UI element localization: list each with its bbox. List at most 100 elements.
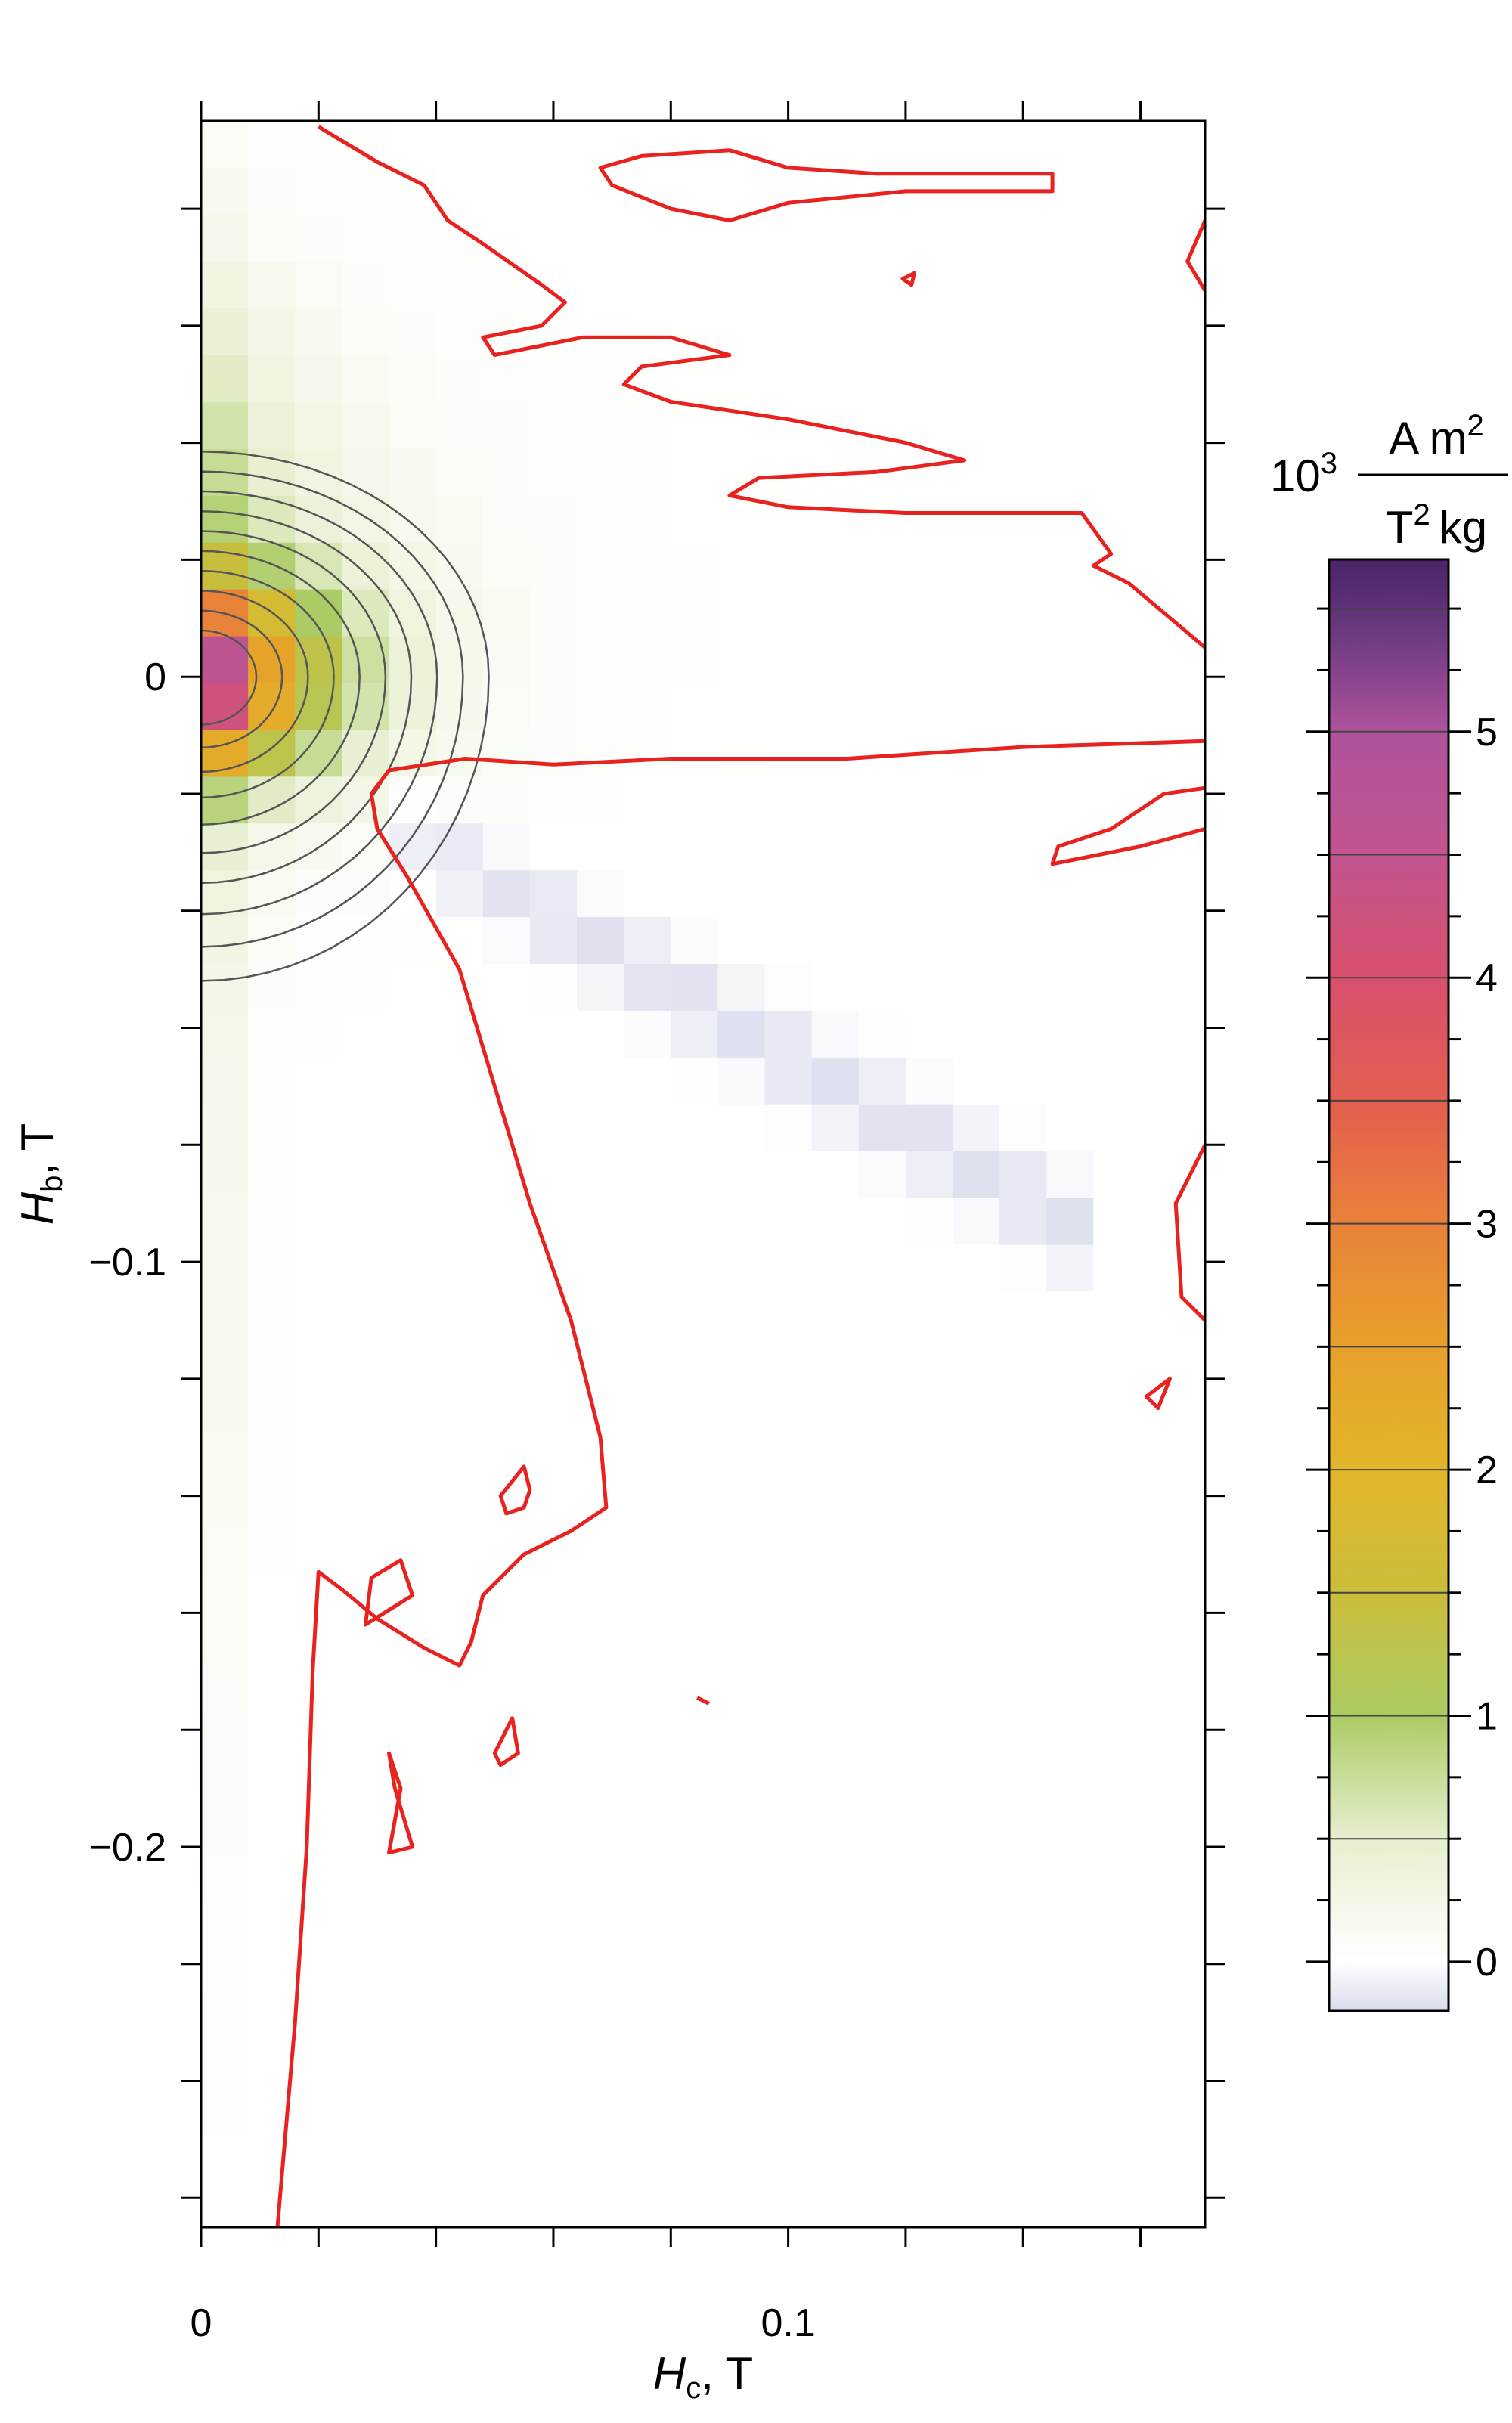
heatmap-cell [529,916,578,964]
heatmap-cell [389,308,437,356]
heatmap-cell [342,1151,390,1198]
heatmap-cell [577,2180,624,2227]
heatmap-cell [624,448,671,496]
heatmap-cell [717,2133,766,2181]
heatmap-cell [435,729,484,777]
heatmap-cell [953,308,1000,356]
heatmap-cell [671,1384,718,1433]
heatmap-cell [1187,729,1205,777]
colorbar-tick-label: 5 [1476,711,1498,754]
heatmap-cell [435,1525,484,1572]
heatmap-cell [577,2087,624,2134]
heatmap-cell [529,261,578,309]
heatmap-cell [482,1057,531,1105]
zero-contour-line [1173,1144,1205,1322]
heatmap-cell [1093,1244,1142,1292]
heatmap-cell [1187,1572,1205,1619]
heatmap-cell [435,1993,484,2040]
heatmap-cell [905,776,953,824]
heatmap-cell [953,1244,1000,1292]
gray-contour-line [201,550,361,826]
heatmap-cell [858,869,906,918]
heatmap-cell [1140,869,1188,918]
heatmap-cell [811,823,860,871]
heatmap-cell [764,2180,813,2227]
heatmap-cell [1140,2133,1188,2181]
heatmap-cell [764,1291,813,1339]
heatmap-cell [1187,1758,1205,1807]
heatmap-cell [671,1198,718,1245]
heatmap-cell [624,1665,671,1713]
heatmap-cell [1187,869,1205,918]
heatmap-cell [529,2133,578,2181]
heatmap-cell [482,2133,531,2181]
heatmap-cell [953,1665,1000,1713]
heatmap-cell [295,495,342,543]
heatmap-cell [1140,1899,1188,1947]
heatmap-cell [717,963,766,1011]
heatmap-cell [248,1198,296,1245]
heatmap-cell [1093,167,1142,215]
heatmap-cell [953,1993,1000,2040]
heatmap-cell [295,1946,342,1994]
heatmap-cell [671,2133,718,2181]
heatmap-cell [1093,1198,1142,1245]
heatmap-cell [1093,1431,1142,1479]
heatmap-cell [389,1151,437,1198]
heatmap-cell [482,261,531,309]
gray-contour-line [201,609,284,749]
heatmap-cell [671,1057,718,1105]
heatmap-cell [1046,355,1094,403]
heatmap-cell [717,1525,766,1572]
heatmap-cell [1140,1852,1188,1901]
gray-contour-line [201,450,490,982]
heatmap-cell [953,261,1000,309]
heatmap-cell [482,776,531,824]
heatmap-cell [624,1525,671,1572]
y-axis-label: Hb, T [12,1123,69,1225]
heatmap-cell [717,1431,766,1479]
heatmap-cell [999,1478,1047,1526]
heatmap-cell [529,167,578,215]
heatmap-cell [577,1665,624,1713]
heatmap-cell [529,1758,578,1807]
gray-contour-line [201,490,438,916]
heatmap-cell [248,1337,296,1386]
heatmap-cell [671,1758,718,1807]
heatmap-cell [858,963,906,1011]
colorbar-tick-label: 0 [1476,1941,1498,1985]
heatmap-cell [905,1478,953,1526]
heatmap-cell [1187,1010,1205,1058]
heatmap-cell [1140,1665,1188,1713]
heatmap-cell [717,495,766,543]
heatmap-cell [482,1619,531,1666]
heatmap-cell [529,1665,578,1713]
heatmap-cell [811,963,860,1011]
heatmap-cell [1187,401,1205,449]
heatmap-cell [999,916,1047,964]
heatmap-cell [1046,1337,1094,1386]
heatmap-cell [858,1946,906,1994]
heatmap-cell [1046,1946,1094,1994]
heatmap-cell [999,1665,1047,1713]
heatmap-cell [435,869,484,918]
heatmap-cell [435,2087,484,2134]
heatmap-cell [482,1525,531,1572]
heatmap-cell [1187,1337,1205,1386]
heatmap-cell [858,261,906,309]
heatmap-cell [905,682,953,730]
heatmap-cell [248,2180,296,2227]
heatmap-cell [953,1337,1000,1386]
heatmap-cell [671,823,718,871]
heatmap-cell [1187,682,1205,730]
heatmap-cell [389,1057,437,1105]
heatmap-cell [529,448,578,496]
heatmap-cell [624,1619,671,1666]
heatmap-cell [671,448,718,496]
heatmap-cell [1046,1198,1094,1245]
heatmap-cell [624,1198,671,1245]
heatmap-cell [248,1057,296,1105]
heatmap-cell [858,1712,906,1760]
heatmap-cell [1093,1337,1142,1386]
heatmap-cell [1093,1899,1142,1947]
